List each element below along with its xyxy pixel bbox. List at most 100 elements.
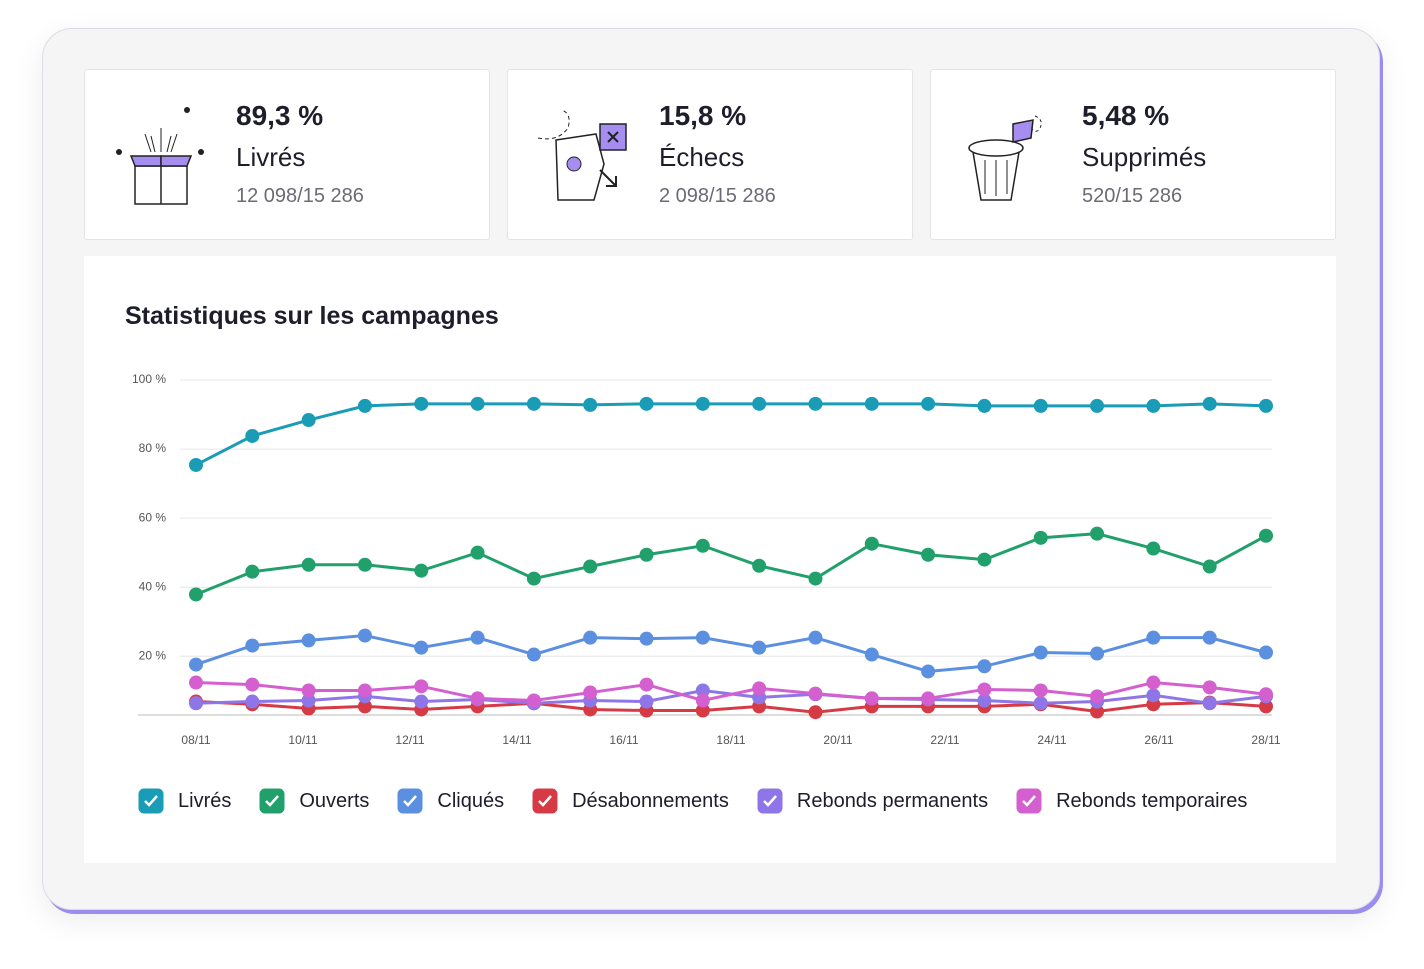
data-point: [526, 647, 541, 662]
data-point: [526, 396, 541, 411]
data-point: [470, 545, 485, 560]
data-point: [752, 640, 767, 655]
legend-item[interactable]: Ouverts: [259, 788, 369, 814]
series-line: [195, 688, 1267, 705]
data-point: [357, 628, 372, 643]
legend-checkbox[interactable]: [1016, 788, 1042, 814]
data-point: [864, 647, 879, 662]
legend-label: Cliqués: [437, 789, 505, 812]
legend-item[interactable]: Rebonds temporaires: [1016, 788, 1247, 814]
legend-checkbox[interactable]: [259, 788, 285, 814]
legend-item[interactable]: Désabonnements: [532, 788, 729, 814]
data-point: [1090, 646, 1105, 661]
data-point: [301, 693, 316, 708]
data-point: [189, 696, 203, 711]
data-point: [414, 679, 429, 694]
data-point: [808, 396, 823, 411]
legend-label: Rebonds temporaires: [1056, 789, 1248, 812]
stat-detail: 520/15 286: [1082, 185, 1183, 207]
data-point: [1146, 398, 1161, 413]
data-point: [1259, 398, 1273, 413]
data-point: [1090, 398, 1105, 413]
x-tick-label: 26/11: [1144, 733, 1173, 747]
data-point: [695, 703, 710, 718]
data-point: [1090, 526, 1105, 541]
x-tick-label: 14/11: [502, 733, 531, 747]
data-point: [695, 693, 710, 708]
legend-item[interactable]: Cliqués: [397, 788, 504, 814]
stat-label: Échecs: [659, 142, 745, 172]
data-point: [583, 685, 598, 700]
legend-label: Rebonds permanents: [796, 789, 989, 812]
data-point: [245, 428, 260, 443]
data-point: [414, 640, 429, 655]
data-point: [470, 396, 485, 411]
checkmark: [538, 795, 553, 807]
data-point: [189, 457, 203, 472]
data-point: [1146, 675, 1161, 690]
x-tick-label: 08/11: [181, 733, 210, 747]
data-point: [752, 681, 767, 696]
data-point: [808, 705, 823, 720]
data-point: [1090, 704, 1105, 719]
checkmark: [265, 795, 280, 807]
data-point: [357, 398, 372, 413]
data-point: [414, 396, 429, 411]
icon: [116, 107, 204, 205]
icon: [537, 109, 627, 201]
legend-checkbox[interactable]: [397, 788, 423, 814]
data-point: [808, 630, 823, 645]
data-point: [752, 396, 767, 411]
data-point: [1146, 541, 1161, 556]
x-tick-label: 16/11: [609, 733, 638, 747]
stat-card: 89,3 % Livrés 12 098/15 286: [84, 69, 490, 240]
data-point: [639, 677, 654, 692]
data-point: [1259, 687, 1273, 702]
data-point: [639, 694, 654, 709]
legend-checkbox[interactable]: [532, 788, 558, 814]
data-point: [526, 571, 541, 586]
y-tick-label: 80 %: [139, 441, 167, 455]
data-point: [1202, 680, 1217, 695]
stat-card: 15,8 % Échecs 2 098/15 286: [507, 69, 913, 240]
checkmark: [403, 795, 418, 807]
data-point: [1202, 696, 1217, 711]
data-point: [977, 659, 992, 674]
x-tick-label: 12/11: [395, 733, 424, 747]
legend-label: Livrés: [178, 789, 232, 812]
data-point: [808, 571, 823, 586]
y-tick-label: 60 %: [139, 510, 167, 524]
data-point: [639, 547, 654, 562]
checkmark: [144, 795, 158, 807]
data-point: [245, 638, 260, 653]
data-point: [921, 664, 936, 679]
data-point: [301, 633, 316, 648]
legend-item[interactable]: Rebonds permanents: [757, 788, 988, 814]
data-point: [189, 587, 203, 602]
x-tick-label: 20/11: [823, 733, 852, 747]
data-point: [583, 397, 598, 412]
x-tick-label: 24/11: [1037, 733, 1066, 747]
icon: [968, 115, 1042, 201]
legend-label: Ouverts: [299, 789, 370, 812]
y-tick-label: 20 %: [139, 648, 167, 662]
data-point: [1202, 559, 1217, 574]
series-line: [195, 402, 1267, 467]
data-point: [864, 396, 879, 411]
data-point: [470, 630, 485, 645]
stat-label: Livrés: [236, 142, 306, 172]
data-point: [414, 694, 429, 709]
data-point: [583, 630, 598, 645]
legend-item[interactable]: Livrés: [138, 788, 231, 814]
stat-value: 5,48 %: [1082, 100, 1170, 131]
series-line: [195, 532, 1267, 596]
data-point: [1033, 530, 1048, 545]
data-point: [921, 396, 936, 411]
legend-checkbox[interactable]: [757, 788, 783, 814]
stat-detail: 12 098/15 286: [236, 185, 364, 207]
data-point: [695, 630, 710, 645]
legend-checkbox[interactable]: [138, 788, 164, 814]
data-point: [752, 558, 767, 573]
data-point: [245, 564, 260, 579]
data-point: [977, 693, 992, 708]
